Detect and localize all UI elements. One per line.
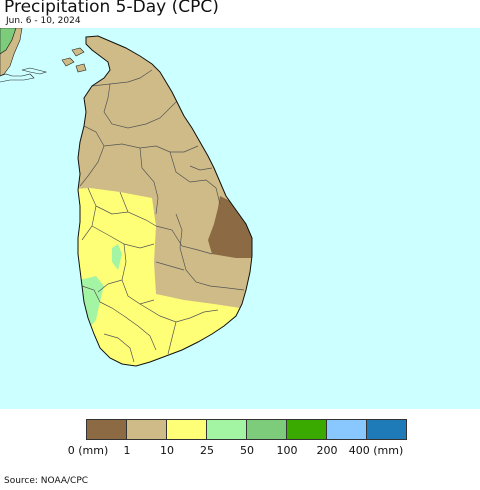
island-shape-small	[71, 47, 85, 57]
source-credit: Source: NOAA/CPC	[4, 476, 89, 486]
india-shoreline	[0, 73, 35, 83]
legend-swatch	[327, 420, 367, 439]
island-shape-small	[75, 63, 87, 73]
map-canvas	[0, 28, 253, 367]
island-shape-small	[61, 57, 75, 67]
legend-swatch	[127, 420, 167, 439]
legend-swatch	[247, 420, 287, 439]
legend-label: 200	[316, 444, 338, 457]
india-coast-tan	[0, 28, 23, 77]
legend-swatch	[87, 420, 127, 439]
legend-label: 100	[276, 444, 298, 457]
adams-bridge	[21, 67, 48, 75]
map-title: Precipitation 5-Day (CPC)	[4, 0, 219, 17]
legend-label: 0 (mm)	[67, 444, 109, 457]
legend-label: 10	[160, 444, 174, 457]
precip-zones	[78, 36, 252, 366]
district-boundaries	[79, 69, 245, 363]
legend-label: 1	[123, 444, 131, 457]
date-range: Jun. 6 - 10, 2024	[6, 16, 81, 26]
zone-25-50mm-small	[112, 244, 122, 270]
legend-swatch	[367, 420, 406, 439]
zone-0-1mm	[208, 196, 252, 258]
legend-swatch	[167, 420, 207, 439]
legend-label: 25	[200, 444, 214, 457]
legend-label: 400 (mm)	[348, 444, 404, 457]
precipitation-map	[0, 28, 480, 409]
legend-swatch	[287, 420, 327, 439]
legend-color-bar	[86, 419, 407, 440]
legend-label: 50	[240, 444, 254, 457]
legend-swatch	[207, 420, 247, 439]
